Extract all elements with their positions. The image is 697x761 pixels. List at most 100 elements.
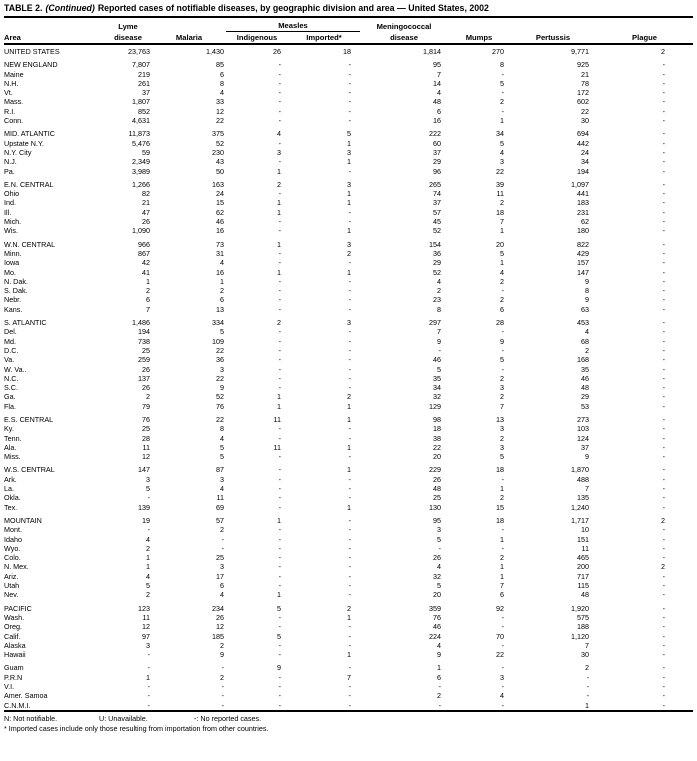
value-cell: - <box>662 258 665 268</box>
value-cell: 224 <box>429 631 441 641</box>
value-cell: 441 <box>577 189 589 199</box>
value-cell: - <box>147 650 150 660</box>
value-cell: 3 <box>146 640 150 650</box>
area-cell: Tenn. <box>4 433 22 443</box>
value-cell: - <box>348 663 351 673</box>
table-row: N.C. 137 22 - - 35 2 46 - <box>4 374 693 383</box>
value-cell: - <box>662 484 665 494</box>
value-cell: 74 <box>433 189 441 199</box>
value-cell: 183 <box>577 198 589 208</box>
value-cell: - <box>278 691 281 701</box>
value-cell: - <box>278 571 281 581</box>
value-cell: 1 <box>277 590 281 600</box>
value-cell: 1 <box>500 484 504 494</box>
value-cell: 26 <box>273 47 281 56</box>
value-cell: 73 <box>216 239 224 249</box>
value-cell: 4 <box>220 590 224 600</box>
value-cell: 4 <box>437 640 441 650</box>
table-row: Colo. 1 25 - - 26 2 465 - <box>4 553 693 562</box>
value-cell: 230 <box>212 147 224 157</box>
table-row: N. Mex. 1 3 - - 4 1 200 2 <box>4 562 693 571</box>
value-cell: 46 <box>433 355 441 365</box>
header-area: Area <box>4 33 21 42</box>
value-cell: - <box>662 663 665 673</box>
value-cell: 42 <box>142 258 150 268</box>
value-cell: 11 <box>581 543 589 553</box>
value-cell: - <box>278 640 281 650</box>
table-row: Mass. 1,807 33 - - 48 2 602 - <box>4 97 693 106</box>
area-cell: Amer. Samoa <box>4 691 48 701</box>
value-cell: 18 <box>496 515 504 525</box>
value-cell: 2 <box>437 691 441 701</box>
value-cell: - <box>662 682 665 691</box>
value-cell: 16 <box>433 116 441 126</box>
value-cell: 25 <box>142 424 150 434</box>
value-cell: 46 <box>581 373 589 383</box>
area-cell: PACIFIC <box>4 603 32 613</box>
area-cell: Ariz. <box>4 571 19 581</box>
header-pertussis: Pertussis <box>535 33 571 42</box>
value-cell: 147 <box>577 267 589 277</box>
value-cell: - <box>147 663 150 673</box>
value-cell: - <box>278 69 281 79</box>
value-cell: 4 <box>220 433 224 443</box>
value-cell: 231 <box>577 207 589 217</box>
value-cell: - <box>662 60 665 70</box>
value-cell: 5 <box>500 138 504 148</box>
value-cell: 180 <box>577 226 589 236</box>
value-cell: 18 <box>343 47 351 56</box>
value-cell: 96 <box>433 166 441 176</box>
value-cell: - <box>348 691 351 701</box>
value-cell: 11 <box>496 189 504 199</box>
value-cell: - <box>278 327 281 337</box>
table-row: Ala. 11 5 11 1 22 3 37- <box>4 443 693 452</box>
value-cell: 925 <box>577 60 589 70</box>
area-cell: Alaska <box>4 640 26 650</box>
value-cell: 5 <box>437 534 441 544</box>
table-row: Minn. 867 31 - 2 36 5 429 - <box>4 249 693 258</box>
value-cell: 3 <box>347 179 351 189</box>
value-cell: - <box>662 106 665 116</box>
table-row: Okla. - 11 - - 25 2 135 - <box>4 493 693 502</box>
value-cell: 26 <box>433 474 441 484</box>
value-cell: 1,266 <box>132 179 150 189</box>
value-cell: - <box>147 700 150 710</box>
value-cell: - <box>662 198 665 208</box>
value-cell: - <box>662 295 665 305</box>
value-cell: 1 <box>347 198 351 208</box>
table-row: S. ATLANTIC 1,486 334 2 3 297 28 453 - <box>4 318 693 327</box>
value-cell: 2 <box>146 392 150 402</box>
value-cell: - <box>348 97 351 107</box>
value-cell: 48 <box>581 590 589 600</box>
value-cell: 22 <box>216 414 224 424</box>
value-cell: 273 <box>577 414 589 424</box>
value-cell: - <box>662 327 665 337</box>
value-cell: 37 <box>581 442 589 452</box>
area-cell: Mont. <box>4 525 22 535</box>
value-cell: 2 <box>347 248 351 258</box>
value-cell: 5 <box>277 603 281 613</box>
table-row: Hawaii - 9 - 1 9 22 30 - <box>4 650 693 659</box>
value-cell: 6 <box>220 581 224 591</box>
area-cell: Ind. <box>4 198 16 208</box>
area-cell: Del. <box>4 327 17 337</box>
value-cell: 5 <box>500 452 504 462</box>
header-mumps: Mumps <box>465 33 493 42</box>
value-cell: 9 <box>585 276 589 286</box>
value-cell: 29 <box>581 392 589 402</box>
value-cell: 229 <box>429 465 441 475</box>
value-cell: 70 <box>496 631 504 641</box>
value-cell: 429 <box>577 248 589 258</box>
value-cell: 1,097 <box>571 179 589 189</box>
value-cell: - <box>278 189 281 199</box>
area-cell: S. ATLANTIC <box>4 318 47 328</box>
value-cell: - <box>662 622 665 632</box>
area-cell: Kans. <box>4 304 23 314</box>
value-cell: 2 <box>500 97 504 107</box>
value-cell: 1 <box>277 239 281 249</box>
value-cell: - <box>278 433 281 443</box>
table-row: Nebr. 6 6 - - 23 2 9 - <box>4 295 693 304</box>
value-cell: 11 <box>142 442 150 452</box>
area-cell: Pa. <box>4 166 15 176</box>
value-cell: 3 <box>220 364 224 374</box>
